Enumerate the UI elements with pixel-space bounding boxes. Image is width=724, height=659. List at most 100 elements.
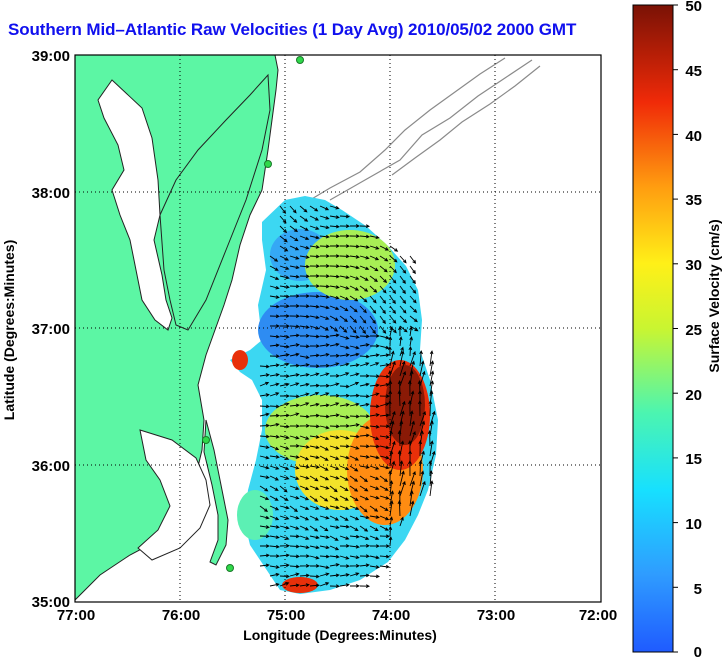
velocity-arrow [369,235,380,240]
velocity-arrow [279,563,290,568]
velocity-arrow [289,583,300,588]
velocity-arrow [279,495,289,501]
velocity-arrow [269,343,280,348]
velocity-arrow [349,285,359,291]
velocity-arrow [309,455,320,460]
velocity-arrow [309,254,321,259]
velocity-arrow [279,402,290,407]
velocity-arrow [259,534,270,539]
velocity-arrow [279,445,290,450]
velocity-arrow [269,515,280,521]
velocity-arrow [289,314,300,319]
velocity-arrow [299,525,309,531]
velocity-arrow [379,505,389,511]
velocity-arrow [349,555,360,560]
velocity-arrow [399,275,406,284]
velocity-arrow [319,414,331,419]
velocity-arrow [309,485,320,491]
velocity-arrow [300,294,310,298]
velocity-arrow [389,460,396,477]
velocity-arrow [349,363,360,367]
velocity-arrow [299,515,310,521]
velocity-arrow [279,543,290,548]
velocity-arrows [259,205,436,589]
velocity-arrow [329,584,340,589]
velocity-arrow [370,334,380,338]
velocity-arrow [319,352,330,357]
velocity-arrow [389,285,396,294]
velocity-arrow [349,434,360,439]
velocity-arrow [369,413,380,417]
velocity-arrow [269,314,280,319]
velocity-arrow [319,535,330,539]
velocity-arrow [379,285,387,294]
velocity-arrow [379,465,390,470]
velocity-arrow [389,305,397,314]
velocity-arrow [399,265,407,274]
velocity-arrow [340,424,350,428]
velocity-arrow [389,350,395,367]
velocity-arrow [309,505,320,510]
velocity-arrow [339,505,350,511]
velocity-arrow [269,505,280,511]
velocity-arrow [329,234,340,239]
velocity-arrow [299,475,310,480]
velocity-arrow [359,573,371,578]
velocity-arrow [319,445,329,451]
velocity-arrow [289,554,300,559]
chesapeake-bay [97,79,173,331]
velocity-arrow [379,245,389,251]
velocity-arrow [309,445,320,450]
velocity-arrow [279,353,290,357]
velocity-arrow [339,435,350,440]
velocity-arrow [339,393,350,398]
velocity-arrow [299,423,310,428]
velocity-arrow [369,325,376,335]
velocity-arrow [399,346,404,357]
velocity-arrow [359,433,370,438]
velocity-arrow [369,455,380,460]
velocity-arrow [309,235,320,240]
velocity-arrow [289,343,300,347]
velocity-arrow [359,475,368,483]
velocity-arrow [389,440,396,457]
velocity-arrow [359,543,370,548]
velocity-arrow [359,295,368,303]
velocity-arrow [329,445,340,450]
velocity-arrow [349,423,360,427]
colorbar-tick-label: 15 [685,451,702,468]
velocity-arrow [299,465,310,469]
velocity-arrow [398,336,403,347]
velocity-arrow [339,214,351,219]
red-patch-south [282,577,318,593]
velocity-arrow [269,525,280,529]
velocity-arrow [369,525,379,531]
velocity-arrow [329,455,340,460]
colorbar-tick-label: 50 [685,0,702,15]
velocity-arrow [369,465,380,470]
colorbar-tick-label: 30 [685,257,702,274]
velocity-arrow [379,554,391,559]
velocity-arrow [409,265,416,275]
velocity-arrow [339,495,349,501]
velocity-arrow [349,485,359,492]
radar-station-marker [226,564,234,572]
velocity-arrow [269,334,281,339]
velocity-arrow [409,390,415,407]
velocity-arrow [309,583,320,588]
velocity-arrow [309,284,320,288]
velocity-arrow [369,444,381,449]
velocity-arrow [289,294,300,298]
velocity-arrow [399,516,404,527]
velocity-arrow [319,515,330,520]
velocity-arrow [309,315,320,320]
velocity-arrow [369,435,380,440]
velocity-arrow [299,382,310,387]
velocity-arrow [299,445,310,449]
outer-banks [203,419,229,566]
velocity-arrow [279,304,290,309]
velocity-arrow [269,495,279,501]
velocity-arrow [349,584,360,588]
velocity-arrow [269,465,280,470]
isobath-shelf [299,57,506,207]
